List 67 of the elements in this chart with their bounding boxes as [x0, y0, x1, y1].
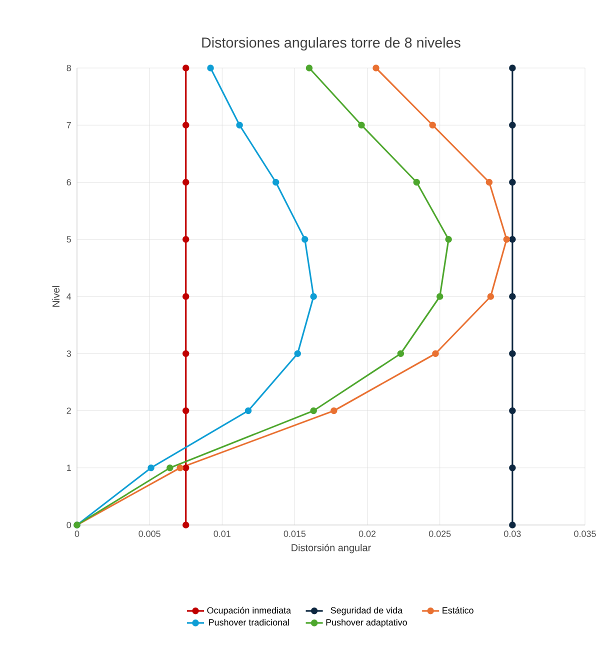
point	[372, 64, 380, 72]
chart-title: Distorsiones angulares torre de 8 niveles	[202, 37, 460, 51]
x-tick-label: 0.035	[574, 530, 596, 537]
point	[486, 178, 493, 186]
x-tick-label: 0	[74, 530, 80, 537]
point	[509, 522, 516, 528]
legend-label: Estático	[442, 606, 474, 614]
point	[503, 236, 510, 243]
point	[509, 64, 516, 72]
x-tick-label: 0.03	[504, 530, 521, 537]
point	[509, 407, 516, 414]
x-tick-label: 0.005	[138, 530, 160, 537]
point	[301, 236, 308, 243]
point	[272, 178, 280, 186]
y-tick-label: 4	[66, 293, 72, 300]
y-tick-label: 2	[66, 408, 71, 414]
legend-label: Seguridad de vida	[330, 606, 403, 616]
point	[182, 407, 190, 414]
point	[182, 178, 190, 186]
y-tick-label: 1	[67, 464, 71, 471]
point	[176, 464, 184, 472]
point	[509, 236, 516, 243]
point	[244, 407, 252, 414]
y-axis-title: Nivel	[52, 286, 60, 307]
y-tick-label: 6	[66, 179, 71, 186]
point	[358, 122, 365, 129]
y-tick-label: 5	[66, 236, 71, 243]
y-tick-label: 0	[66, 522, 72, 528]
point	[397, 350, 404, 358]
point	[182, 236, 190, 243]
x-tick-label: 0.025	[428, 530, 451, 537]
point	[182, 122, 190, 129]
legend-label: Ocupación inmediata	[207, 606, 292, 616]
y-tick-label: 7	[66, 122, 71, 128]
x-tick-label: 0.01	[214, 530, 230, 537]
point	[509, 122, 516, 129]
point	[182, 293, 190, 300]
point	[432, 350, 439, 358]
y-tick-label: 8	[66, 64, 71, 72]
point	[509, 464, 516, 472]
point	[182, 350, 190, 358]
point	[487, 293, 494, 300]
point	[429, 122, 436, 129]
point	[182, 464, 190, 472]
x-tick-label: 0.015	[284, 530, 306, 537]
point	[445, 236, 452, 243]
point	[310, 293, 317, 300]
point	[294, 350, 302, 358]
point	[330, 407, 338, 414]
point	[148, 464, 154, 472]
point	[306, 64, 313, 72]
point	[182, 64, 190, 72]
point	[509, 178, 516, 186]
x-axis-title: Distorsión angular	[292, 544, 371, 554]
point	[310, 407, 317, 414]
point	[509, 350, 516, 358]
legend-label: Pushover tradicional	[209, 618, 289, 626]
y-tick-label: 3	[66, 350, 71, 357]
point	[509, 293, 516, 300]
point	[207, 64, 214, 72]
point	[413, 178, 420, 186]
point	[182, 522, 190, 528]
legend-label: Pushover adaptativo	[326, 618, 407, 628]
x-tick-label: 0.02	[358, 530, 376, 537]
point	[436, 293, 444, 300]
point	[236, 122, 243, 129]
point	[166, 464, 174, 472]
